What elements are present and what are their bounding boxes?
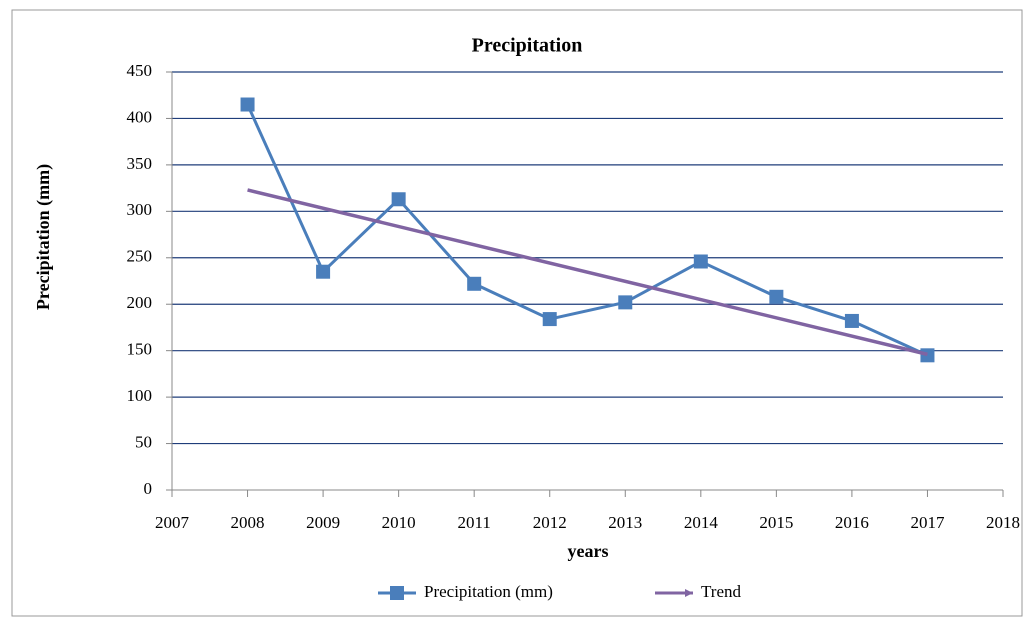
- x-tick-label: 2008: [231, 513, 265, 532]
- y-tick-label: 50: [135, 432, 152, 451]
- data-marker: [769, 289, 784, 304]
- y-tick-label: 150: [127, 340, 153, 359]
- y-tick-label: 300: [127, 200, 153, 219]
- y-tick-label: 450: [127, 61, 153, 80]
- y-tick-label: 0: [144, 479, 153, 498]
- x-tick-label: 2015: [759, 513, 793, 532]
- legend-arrow: [685, 589, 693, 597]
- x-tick-label: 2011: [457, 513, 490, 532]
- x-tick-label: 2014: [684, 513, 719, 532]
- y-axis-label: Precipitation (mm): [33, 164, 54, 310]
- data-marker: [240, 97, 255, 112]
- chart-frame: [11, 9, 1023, 617]
- y-tick-label: 200: [127, 293, 153, 312]
- data-marker: [467, 276, 482, 291]
- y-tick-label: 250: [127, 247, 153, 266]
- x-tick-label: 2018: [986, 513, 1020, 532]
- x-tick-label: 2009: [306, 513, 340, 532]
- y-tick-label: 100: [127, 386, 153, 405]
- y-tick-label: 350: [127, 154, 153, 173]
- x-tick-label: 2017: [910, 513, 945, 532]
- x-tick-label: 2010: [382, 513, 416, 532]
- data-marker: [920, 348, 935, 363]
- data-marker: [693, 254, 708, 269]
- legend-marker: [390, 586, 404, 600]
- legend-label: Trend: [701, 582, 741, 601]
- x-tick-label: 2012: [533, 513, 567, 532]
- data-marker: [844, 313, 859, 328]
- data-marker: [618, 295, 633, 310]
- x-tick-label: 2007: [155, 513, 190, 532]
- x-tick-label: 2016: [835, 513, 869, 532]
- data-marker: [542, 312, 557, 327]
- x-axis-label: years: [568, 541, 609, 561]
- chart-title: Precipitation: [472, 35, 583, 57]
- x-tick-label: 2013: [608, 513, 642, 532]
- data-marker: [316, 264, 331, 279]
- data-marker: [391, 192, 406, 207]
- y-tick-label: 400: [127, 107, 153, 126]
- legend-label: Precipitation (mm): [424, 582, 553, 601]
- trend-line: [247, 188, 928, 357]
- data-line: [246, 103, 929, 357]
